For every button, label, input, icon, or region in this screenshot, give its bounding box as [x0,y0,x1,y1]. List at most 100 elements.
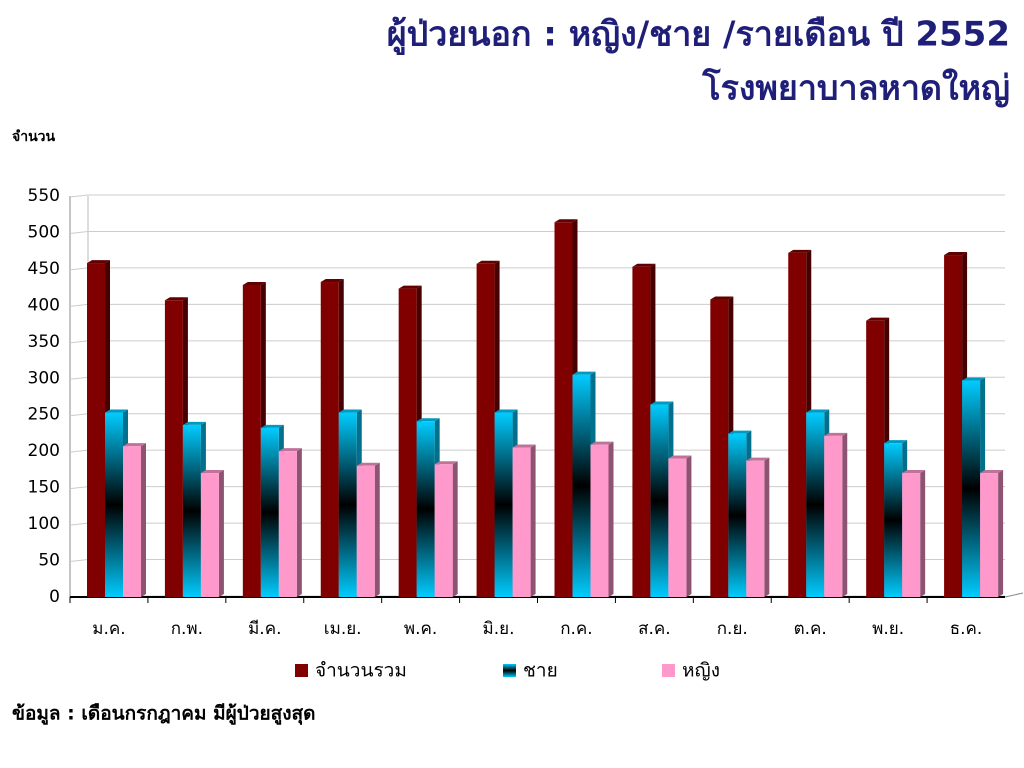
bar-side [842,432,848,597]
bar-side [452,461,458,597]
x-tick-label: มี.ค. [248,619,281,639]
y-tick-label: 0 [49,587,60,607]
bar [338,412,357,597]
x-tick-label: ธ.ค. [950,619,983,639]
bar-top [728,430,752,434]
bar [164,300,183,597]
bar-top [434,461,458,465]
bar-top [398,285,422,289]
legend-label: ชาย [523,660,558,682]
bar [320,282,339,597]
y-tick-label: 500 [28,222,60,242]
y-tick-label: 100 [28,514,60,534]
bar-top [590,441,614,445]
y-tick-label: 400 [28,295,60,315]
bar-top [242,281,266,285]
grid-diag [69,522,89,526]
bar-top [476,260,500,264]
bar-top [320,279,344,283]
x-tick-label: พ.ย. [872,619,904,639]
y-tick-label: 550 [28,186,60,206]
bar-side [296,448,302,597]
bar-top [746,457,770,461]
bar-top [710,296,734,300]
x-tick-label: ส.ค. [638,619,671,639]
grid-diag [69,340,89,344]
y-tick-label: 150 [28,478,60,498]
bar [572,374,591,597]
grid-diag [69,267,89,271]
grid-diag [69,230,89,234]
chart-title: ผู้ป่วยนอก : หญิง/ชาย /รายเดือน ปี 2552 [387,15,1010,56]
bar [200,473,219,597]
x-tick-label: ก.ค. [560,619,592,639]
x-tick-label: ก.ย. [717,619,748,639]
bar [182,424,201,597]
bar [824,435,843,597]
grid-diag [69,413,89,417]
bar-top [980,470,1004,474]
y-axis-label: จำนวน [12,129,55,145]
grid-diag [69,376,89,380]
bar-side [686,455,692,597]
legend-label: หญิง [682,660,720,682]
bar [650,404,669,597]
bar-top [338,409,362,413]
bar [476,263,495,597]
y-tick-label: 300 [28,368,60,388]
bar-top [668,455,692,459]
bar-top [650,401,674,405]
bar-top [260,424,284,428]
bar-top [788,249,812,253]
bar [788,252,807,598]
bar-top [902,470,926,474]
bar [710,299,729,597]
bar-top [494,409,518,413]
bar [728,433,747,597]
bar-side [218,470,224,597]
y-tick-label: 250 [28,405,60,425]
grid-diag [69,194,89,198]
bar-top [884,440,908,444]
x-axis-back [1004,592,1024,598]
x-tick-label: เม.ย. [324,619,362,639]
bar-top [962,377,986,381]
grid-diag [69,303,89,307]
bar [884,443,903,597]
y-tick-label: 50 [38,551,60,571]
bar [398,288,417,597]
chart-subtitle: โรงพยาบาลหาดใหญ่ [701,68,1010,109]
bar [902,473,921,597]
bar-top [278,448,302,452]
x-tick-label: มิ.ย. [483,619,515,639]
bar [123,446,141,597]
bar [806,412,825,597]
bar [242,284,261,597]
note: ข้อมูล : เดือนกรกฎาคม มีผู้ป่วยสูงสุด [12,703,315,726]
bar [980,473,999,597]
bar [962,380,981,597]
bar-side [141,443,146,597]
bar [590,444,609,597]
bar-top [123,443,146,447]
bar [87,263,105,597]
bar-top [416,418,440,422]
grid-diag [69,449,89,453]
bar-top [866,317,890,321]
bar [632,266,651,597]
bar-top [182,421,206,425]
bar [416,421,435,597]
x-tick-label: ก.พ. [171,619,203,639]
bar [944,255,963,597]
bar [260,427,279,597]
x-tick-label: ต.ค. [794,619,827,639]
x-tick-label: ม.ค. [92,619,125,639]
grid-diag [69,559,89,563]
bar-side [530,444,536,597]
bar-top [554,219,578,223]
bar-top [105,409,128,413]
y-tick-label: 200 [28,441,60,461]
x-tick-label: พ.ค. [404,619,437,639]
bar [668,458,687,597]
bar-top [200,470,224,474]
